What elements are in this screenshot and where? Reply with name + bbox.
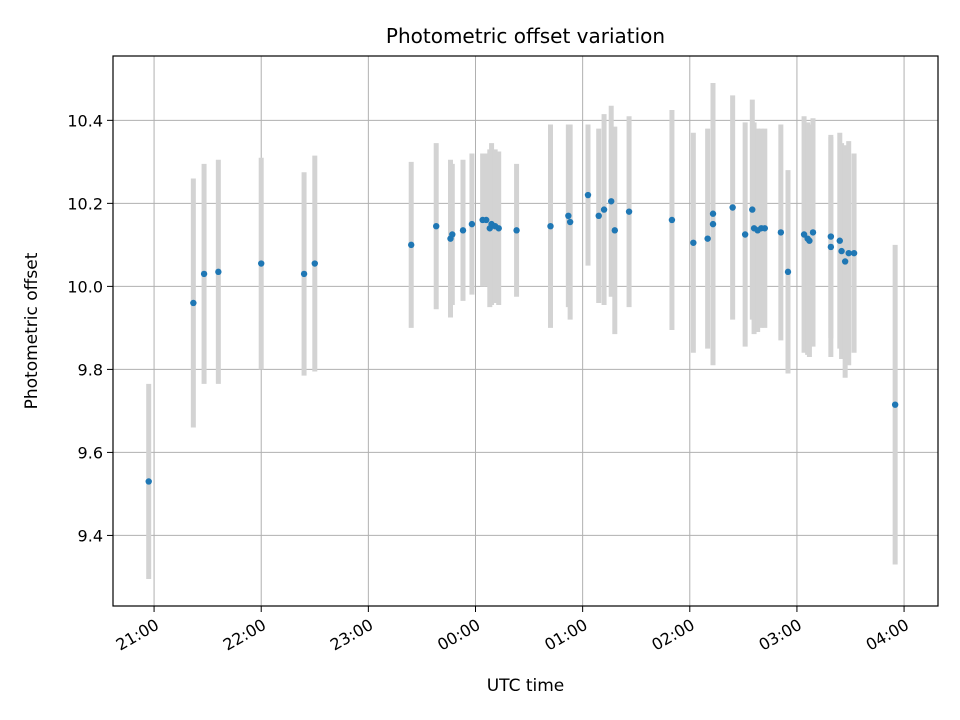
- y-tick-label: 10.2: [67, 194, 103, 213]
- data-point: [468, 220, 476, 228]
- data-point: [215, 268, 222, 276]
- data-point: [827, 233, 835, 240]
- data-point: [190, 299, 197, 307]
- data-point: [433, 222, 440, 230]
- data-point: [566, 218, 574, 226]
- plot-frame: [112, 55, 939, 607]
- data-point: [611, 227, 618, 234]
- data-point: [408, 241, 415, 249]
- data-point: [838, 247, 845, 255]
- data-point: [741, 231, 749, 238]
- data-point: [495, 225, 502, 232]
- data-point: [827, 243, 835, 251]
- data-point: [145, 478, 152, 485]
- y-tick-label: 10.0: [67, 277, 103, 296]
- data-point: [595, 212, 602, 220]
- data-point: [258, 260, 265, 267]
- data-point: [459, 227, 467, 234]
- data-point: [777, 229, 785, 236]
- y-tick-label: 10.4: [67, 111, 103, 130]
- data-point: [600, 206, 608, 213]
- y-ticks: 9.4 9.6 9.8 10.0 10.2 10.4: [67, 111, 113, 545]
- data-point: [749, 206, 756, 213]
- y-tick-label: 9.6: [78, 443, 103, 462]
- data-point: [850, 249, 858, 257]
- data-point: [729, 204, 736, 211]
- data-points: [145, 191, 899, 485]
- y-axis-label: Photometric offset: [22, 252, 42, 409]
- y-tick-label: 9.4: [78, 526, 103, 545]
- data-point: [709, 210, 717, 217]
- data-point: [761, 225, 768, 232]
- data-point: [800, 231, 808, 238]
- y-tick-label: 9.8: [78, 360, 103, 379]
- data-point: [625, 208, 633, 215]
- data-point: [845, 249, 852, 257]
- data-point: [449, 231, 456, 238]
- data-point: [806, 237, 813, 244]
- data-point: [513, 227, 520, 234]
- chart-title: Photometric offset variation: [386, 24, 665, 48]
- data-point: [709, 220, 717, 228]
- data-point: [891, 401, 899, 408]
- data-point: [809, 229, 817, 236]
- data-point: [841, 258, 849, 265]
- data-point: [483, 216, 490, 224]
- data-point: [300, 270, 308, 278]
- data-point: [584, 191, 592, 199]
- data-point: [311, 260, 318, 267]
- data-point: [565, 212, 572, 220]
- data-point: [547, 222, 554, 230]
- grid: [113, 56, 938, 606]
- data-point: [836, 237, 843, 244]
- data-point: [608, 198, 615, 205]
- data-point: [704, 235, 711, 242]
- data-point: [668, 216, 676, 224]
- data-point: [690, 239, 697, 246]
- x-axis-label: UTC time: [487, 676, 565, 696]
- data-point: [784, 268, 792, 276]
- data-point: [200, 270, 208, 278]
